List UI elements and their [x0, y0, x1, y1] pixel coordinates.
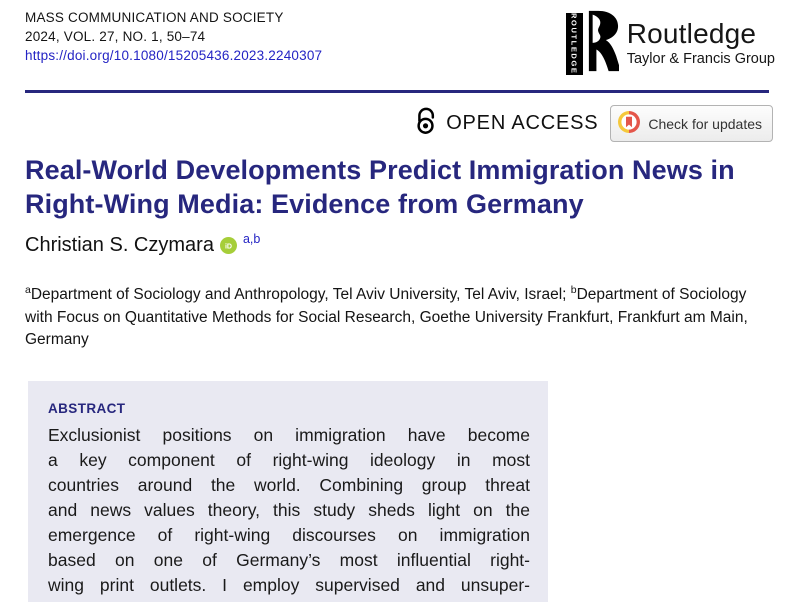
routledge-head-icon — [587, 10, 621, 77]
abstract-line: Exclusionist positions on immigration ha… — [48, 424, 530, 445]
page-header: MASS COMMUNICATION AND SOCIETY 2024, VOL… — [0, 0, 787, 77]
access-row: OPEN ACCESS Check for updates — [0, 105, 773, 142]
author-row: Christian S. Czymara iD a,b — [25, 232, 762, 260]
affiliation-text: Department of Sociology with Focus on Qu… — [25, 286, 748, 349]
crossmark-icon — [617, 110, 641, 137]
affiliation-mark: a — [25, 284, 31, 296]
open-access-badge: OPEN ACCESS — [415, 107, 598, 140]
svg-text:iD: iD — [225, 242, 232, 250]
abstract-text: Exclusionist positions on immigration ha… — [48, 425, 530, 602]
abstract-line: countries around the world. Combining gr… — [48, 474, 530, 495]
open-access-label: OPEN ACCESS — [446, 112, 599, 134]
orcid-icon[interactable]: iD — [219, 237, 237, 260]
affiliations: aDepartment of Sociology and Anthropolog… — [25, 279, 762, 352]
author-name: Christian S. Czymara — [25, 234, 214, 256]
publisher-name: Routledge — [626, 18, 757, 50]
abstract-line: a key component of right-wing ideology i… — [48, 449, 530, 470]
journal-name: MASS COMMUNICATION AND SOCIETY — [25, 10, 284, 25]
abstract-line: emergence of right-wing discourses on im… — [48, 524, 530, 545]
journal-info: MASS COMMUNICATION AND SOCIETY 2024, VOL… — [25, 8, 322, 65]
header-divider — [25, 90, 769, 93]
abstract-box: ABSTRACT Exclusionist positions on immig… — [28, 380, 548, 602]
check-for-updates-label: Check for updates — [648, 115, 762, 132]
publisher-group: Taylor & Francis Group — [626, 51, 775, 68]
author-affiliation-marks: a,b — [242, 232, 261, 246]
abstract-line: vised machine-learning methods on almost… — [48, 600, 530, 602]
check-for-updates-button[interactable]: Check for updates — [610, 105, 773, 142]
abstract-line: and news values theory, this study sheds… — [48, 499, 530, 520]
abstract-label: ABSTRACT — [48, 400, 126, 416]
doi-link[interactable]: https://doi.org/10.1080/15205436.2023.22… — [25, 48, 323, 63]
abstract-line: based on one of Germany’s most influenti… — [48, 549, 530, 570]
publisher-text: Routledge Taylor & Francis Group — [627, 20, 775, 67]
abstract-line: wing print outlets. I employ supervised … — [48, 574, 530, 595]
open-access-lock-icon — [415, 107, 438, 140]
journal-issue: 2024, VOL. 27, NO. 1, 50–74 — [25, 29, 206, 44]
routledge-banner: ROUTLEDGE — [565, 12, 583, 75]
routledge-logo: ROUTLEDGE Routledge Taylor & Francis Gro… — [565, 10, 775, 77]
affiliation-text: Department of Sociology and Anthropology… — [30, 286, 567, 304]
affiliation-mark: b — [570, 284, 577, 296]
article-title: Real-World Developments Predict Immigrat… — [25, 155, 735, 219]
